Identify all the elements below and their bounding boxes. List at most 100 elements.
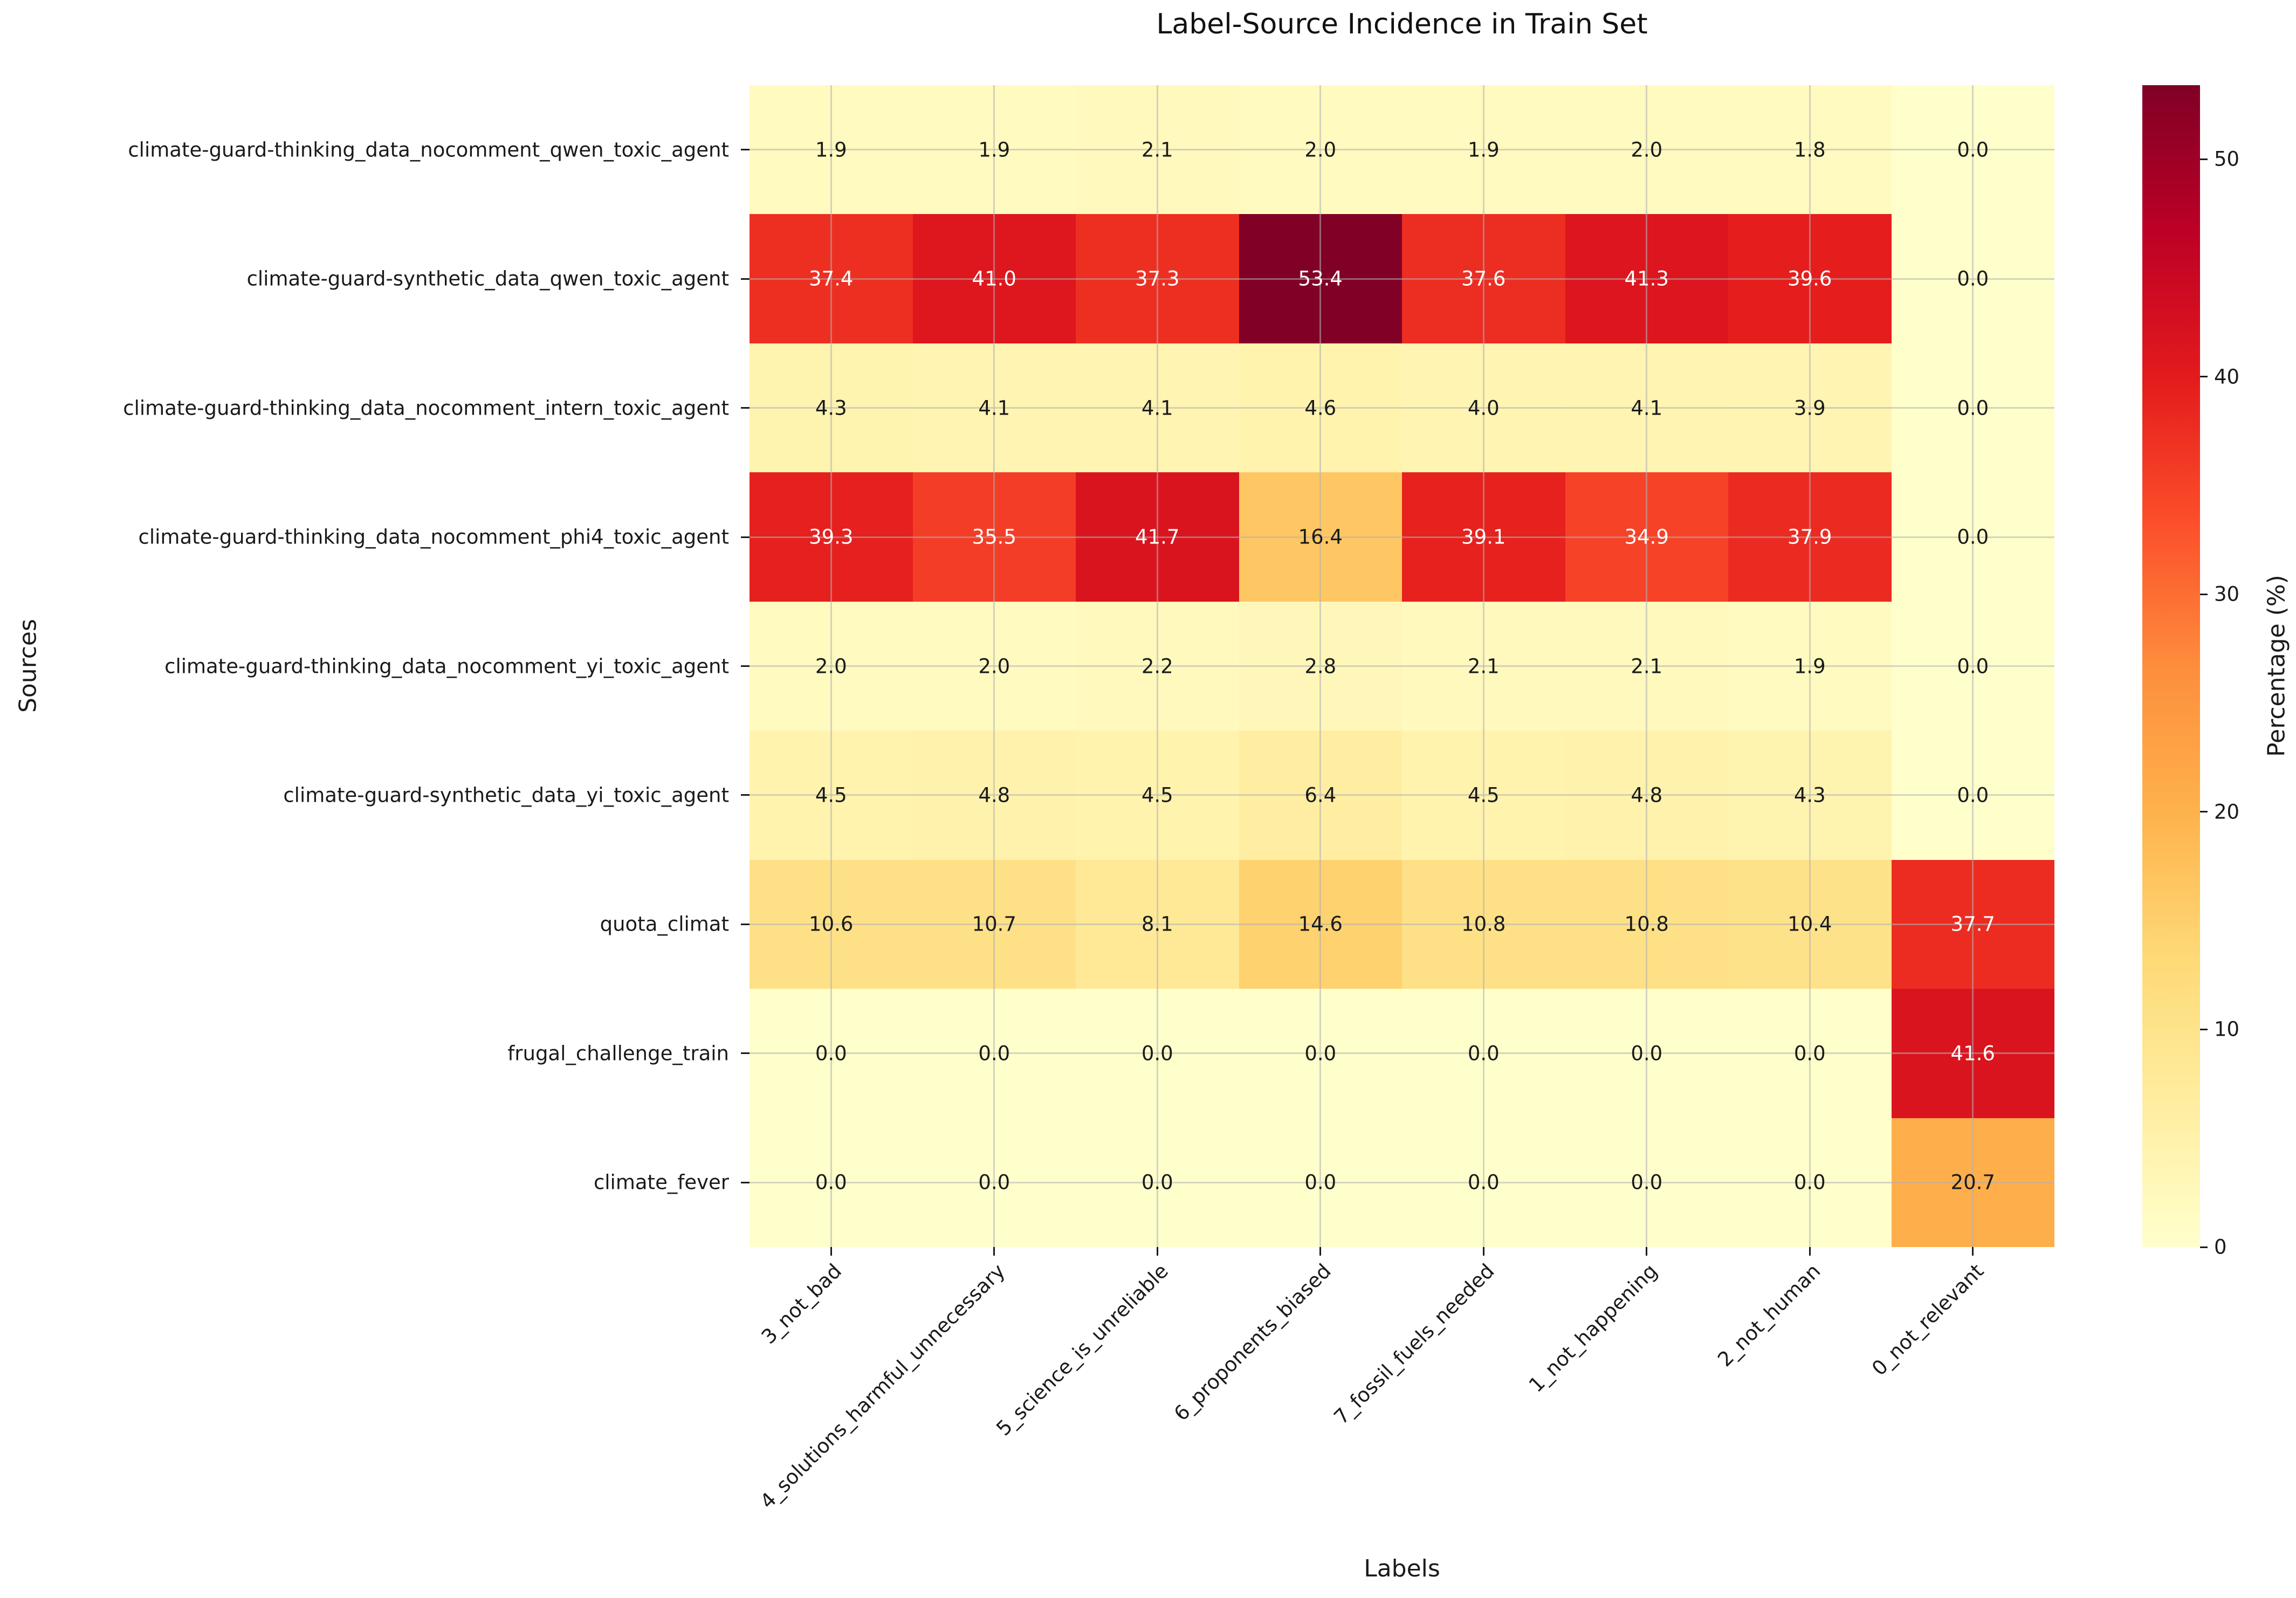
cell-value: 0.0 — [1957, 138, 1989, 162]
cell-value: 10.6 — [809, 912, 854, 936]
cell-value: 0.0 — [815, 1042, 847, 1065]
cell-value: 39.3 — [809, 525, 854, 549]
colorbar — [2142, 85, 2200, 1247]
cell-value: 41.7 — [1135, 525, 1180, 549]
cell-value: 4.1 — [1631, 396, 1663, 420]
y-tick-mark — [741, 149, 750, 151]
y-tick-label: quota_climat — [600, 912, 729, 936]
cell-value: 4.5 — [1467, 783, 1500, 807]
colorbar-label: Percentage (%) — [2263, 575, 2291, 757]
x-tick-mark — [1646, 1247, 1648, 1256]
cell-value: 1.9 — [978, 138, 1010, 162]
gridline-vertical — [830, 85, 832, 1247]
x-tick-mark — [1156, 1247, 1158, 1256]
colorbar-tick-mark — [2200, 1028, 2208, 1030]
x-tick-label: 3_not_bad — [757, 1259, 847, 1349]
gridline-horizontal — [750, 923, 2054, 925]
cell-value: 1.8 — [1793, 138, 1826, 162]
cell-value: 37.3 — [1135, 267, 1180, 291]
y-tick-mark — [741, 923, 750, 925]
x-tick-label: 6_proponents_biased — [1170, 1259, 1336, 1425]
cell-value: 3.9 — [1793, 396, 1826, 420]
cell-value: 41.6 — [1950, 1042, 1995, 1065]
colorbar-tick-mark — [2200, 593, 2208, 595]
cell-value: 4.8 — [1631, 783, 1663, 807]
cell-value: 0.0 — [1957, 655, 1989, 678]
cell-value: 2.1 — [1141, 138, 1173, 162]
cell-value: 4.0 — [1467, 396, 1500, 420]
x-tick-mark — [1809, 1247, 1811, 1256]
cell-value: 10.7 — [972, 912, 1016, 936]
cell-value: 39.6 — [1788, 267, 1832, 291]
x-tick-label: 0_not_relevant — [1867, 1259, 1989, 1380]
colorbar-tick-mark — [2200, 1246, 2208, 1248]
y-tick-label: climate-guard-thinking_data_nocomment_yi… — [164, 655, 729, 678]
cell-value: 0.0 — [1631, 1170, 1663, 1194]
cell-value: 41.0 — [972, 267, 1016, 291]
cell-value: 0.0 — [1141, 1170, 1173, 1194]
y-tick-label: climate_fever — [593, 1170, 729, 1194]
cell-value: 4.5 — [1141, 783, 1173, 807]
gridline-horizontal — [750, 278, 2054, 280]
y-tick-label: climate-guard-synthetic_data_yi_toxic_ag… — [283, 783, 729, 807]
cell-value: 10.8 — [1624, 912, 1669, 936]
x-tick-label: 7_fossil_fuels_needed — [1329, 1259, 1499, 1429]
y-tick-mark — [741, 665, 750, 667]
cell-value: 0.0 — [1957, 267, 1989, 291]
colorbar-tick-label: 10 — [2214, 1017, 2240, 1041]
cell-value: 4.8 — [978, 783, 1010, 807]
cell-value: 37.4 — [809, 267, 854, 291]
y-tick-mark — [741, 407, 750, 409]
gridline-vertical — [1972, 85, 1974, 1247]
cell-value: 10.4 — [1788, 912, 1832, 936]
cell-value: 0.0 — [1467, 1042, 1500, 1065]
cell-value: 2.2 — [1141, 655, 1173, 678]
cell-value: 20.7 — [1950, 1170, 1995, 1194]
gridline-horizontal — [750, 665, 2054, 667]
y-tick-label: climate-guard-thinking_data_nocomment_qw… — [128, 138, 729, 162]
cell-value: 35.5 — [972, 525, 1016, 549]
gridline-vertical — [1319, 85, 1322, 1247]
colorbar-tick-label: 30 — [2214, 582, 2240, 606]
cell-value: 2.0 — [978, 655, 1010, 678]
gridline-horizontal — [750, 536, 2054, 538]
x-tick-mark — [993, 1247, 995, 1256]
cell-value: 0.0 — [1957, 783, 1989, 807]
cell-value: 0.0 — [1631, 1042, 1663, 1065]
y-tick-label: frugal_challenge_train — [507, 1042, 729, 1065]
cell-value: 0.0 — [1304, 1170, 1337, 1194]
cell-value: 0.0 — [1141, 1042, 1173, 1065]
gridline-vertical — [1809, 85, 1811, 1247]
gridline-vertical — [1646, 85, 1648, 1247]
colorbar-tick-label: 40 — [2214, 365, 2240, 389]
cell-value: 0.0 — [1467, 1170, 1500, 1194]
cell-value: 14.6 — [1298, 912, 1343, 936]
y-tick-label: climate-guard-thinking_data_nocomment_in… — [123, 396, 729, 420]
y-tick-mark — [741, 278, 750, 280]
y-tick-label: climate-guard-synthetic_data_qwen_toxic_… — [246, 267, 729, 291]
cell-value: 37.6 — [1461, 267, 1506, 291]
heatmap-plot-area: 1.9 1.9 2.1 2.0 1.9 2.0 1.8 0.0 37.4 41.0 37.3 53.4… — [750, 85, 2054, 1247]
cell-value: 10.8 — [1461, 912, 1506, 936]
gridline-horizontal — [750, 1181, 2054, 1183]
y-tick-mark — [741, 1181, 750, 1183]
cell-value: 39.1 — [1461, 525, 1506, 549]
x-tick-mark — [830, 1247, 832, 1256]
colorbar-tick-mark — [2200, 811, 2208, 813]
x-tick-label: 5_science_is_unreliable — [991, 1259, 1173, 1441]
gridline-vertical — [993, 85, 995, 1247]
gridline-horizontal — [750, 1052, 2054, 1055]
x-tick-mark — [1972, 1247, 1974, 1256]
cell-value: 4.3 — [815, 396, 847, 420]
cell-value: 0.0 — [1304, 1042, 1337, 1065]
cell-value: 8.1 — [1141, 912, 1173, 936]
cell-value: 0.0 — [815, 1170, 847, 1194]
cell-value: 4.1 — [1141, 396, 1173, 420]
cell-value: 6.4 — [1304, 783, 1337, 807]
cell-value: 2.8 — [1304, 655, 1337, 678]
gridline-horizontal — [750, 149, 2054, 151]
cell-value: 1.9 — [1793, 655, 1826, 678]
cell-value: 0.0 — [1793, 1042, 1826, 1065]
cell-value: 4.6 — [1304, 396, 1337, 420]
